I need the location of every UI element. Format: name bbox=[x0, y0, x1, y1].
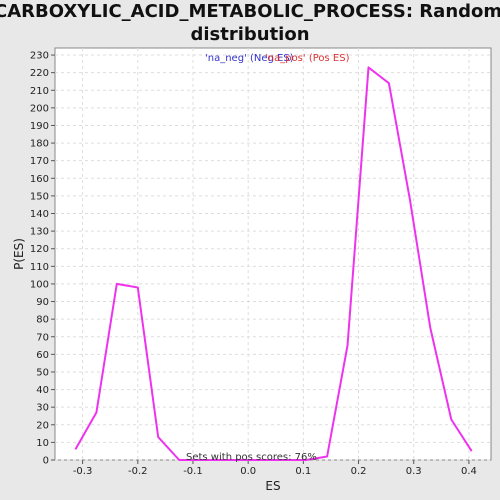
chart-title: CARBOXYLIC_ACID_METABOLIC_PROCESS: Rando… bbox=[0, 0, 500, 46]
y-tick-label: 80 bbox=[36, 315, 49, 326]
grid-lines bbox=[55, 48, 491, 461]
y-tick-label: 60 bbox=[36, 350, 49, 361]
y-tick-label: 90 bbox=[36, 297, 49, 308]
x-axis-label: ES bbox=[265, 479, 280, 493]
y-tick-label: 180 bbox=[30, 139, 49, 150]
legend-entry-pos: 'na_pos' (Pos ES) bbox=[265, 53, 350, 64]
chart-title-line-2: distribution bbox=[190, 24, 310, 45]
plot-area bbox=[54, 47, 492, 461]
y-tick-label: 50 bbox=[36, 367, 49, 378]
y-tick-label: 230 bbox=[30, 51, 49, 62]
y-tick-label: 220 bbox=[30, 68, 49, 79]
y-tick-label: 130 bbox=[30, 227, 49, 238]
pos-scores-annotation: Sets with pos scores: 76% bbox=[186, 452, 317, 463]
legend-entry-neg: 'na_neg' (Neg ES) bbox=[205, 53, 294, 64]
y-tick-label: 140 bbox=[30, 209, 49, 220]
chart-title-line-1: CARBOXYLIC_ACID_METABOLIC_PROCESS: Rando… bbox=[0, 1, 500, 22]
y-tick-label: 150 bbox=[30, 191, 49, 202]
y-tick-label: 120 bbox=[30, 244, 49, 255]
y-axis-label: P(ES) bbox=[12, 238, 26, 270]
x-tick-label: 0.3 bbox=[406, 466, 422, 477]
y-tick-label: 170 bbox=[30, 156, 49, 167]
y-tick-label: 20 bbox=[36, 420, 49, 431]
x-tick-label: 0.0 bbox=[240, 466, 256, 477]
y-tick-label: 160 bbox=[30, 174, 49, 185]
y-tick-label: 210 bbox=[30, 86, 49, 97]
x-tick-label: -0.2 bbox=[128, 466, 148, 477]
x-tick-label: -0.1 bbox=[183, 466, 203, 477]
x-tick-label: 0.1 bbox=[295, 466, 311, 477]
y-tick-label: 190 bbox=[30, 121, 49, 132]
x-tick-label: 0.4 bbox=[461, 466, 477, 477]
y-tick-label: 110 bbox=[30, 262, 49, 273]
y-tick-label: 70 bbox=[36, 332, 49, 343]
y-tick-label: 30 bbox=[36, 403, 49, 414]
series-layer bbox=[74, 66, 473, 461]
axes: 0 10 20 30 40 50 60 70 80 90 100 110 120 130 140 150 160… bbox=[30, 51, 477, 477]
y-tick-label: 0 bbox=[43, 456, 49, 467]
y-tick-label: 40 bbox=[36, 385, 49, 396]
x-tick-label: -0.3 bbox=[73, 466, 93, 477]
y-tick-label: 10 bbox=[36, 438, 49, 449]
series-line bbox=[74, 66, 473, 461]
y-tick-label: 200 bbox=[30, 103, 49, 114]
x-tick-label: 0.2 bbox=[351, 466, 367, 477]
y-tick-label: 100 bbox=[30, 279, 49, 290]
